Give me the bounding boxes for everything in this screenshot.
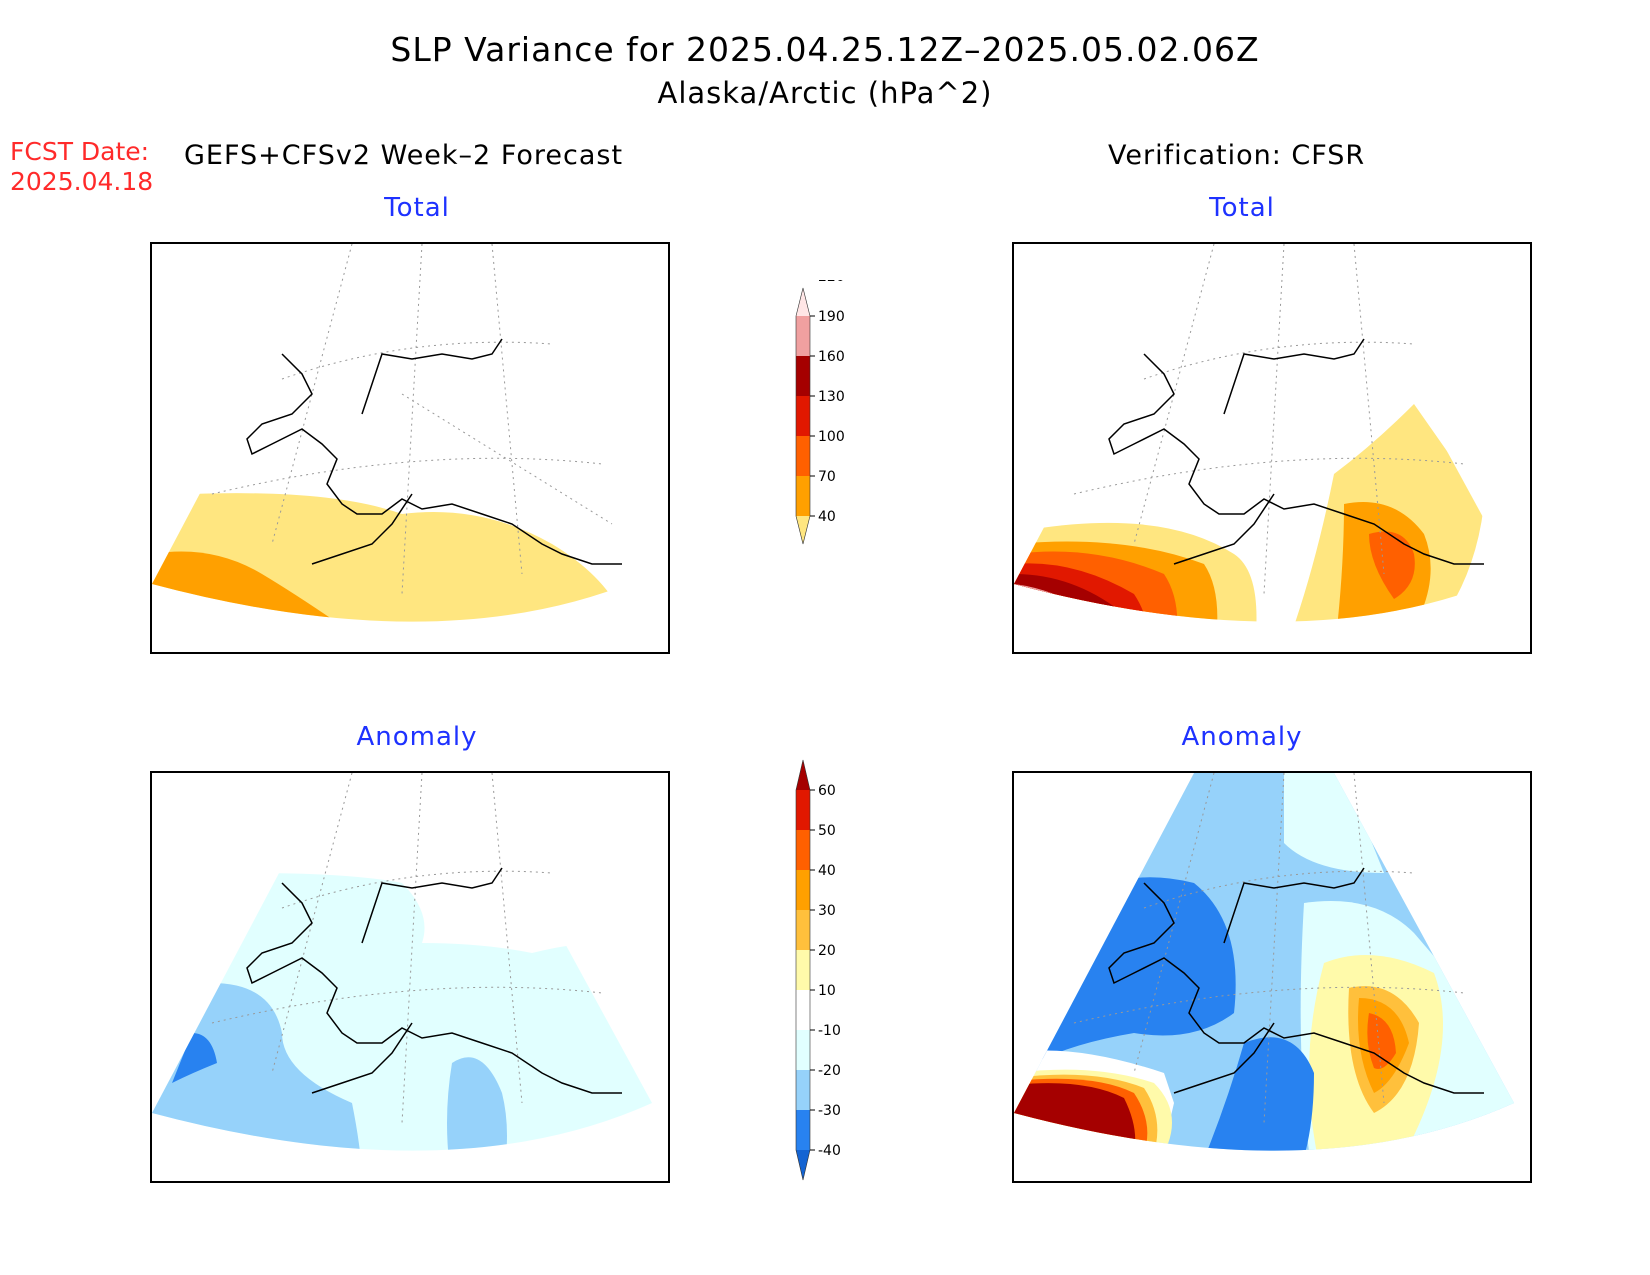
- shade-100-130-east: [1369, 531, 1415, 599]
- verification-total-title: Total: [1209, 193, 1275, 223]
- total-colorbar-swatch: [796, 476, 810, 516]
- forecast-column-header: GEFS+CFSv2 Week–2 Forecast: [184, 140, 624, 171]
- anomaly-colorbar-swatch: [796, 830, 810, 870]
- total-colorbar-swatch: [796, 356, 810, 396]
- verification-anomaly-map: [1012, 771, 1532, 1183]
- shade-40-50: [1367, 1013, 1396, 1069]
- total-colorbar-tick-label: 70: [818, 469, 836, 485]
- chart-title: SLP Variance for 2025.04.25.12Z–2025.05.…: [390, 30, 1260, 69]
- forecast-date-label: FCST Date:: [10, 137, 150, 166]
- anomaly-colorbar-tick-label: 40: [818, 863, 836, 879]
- forecast-total-map: [150, 242, 670, 654]
- total-colorbar-svg: 40 70 100 130 160 190 220: [795, 269, 845, 545]
- anomaly-colorbar-tick-label: 20: [818, 943, 836, 959]
- anomaly-colorbar-swatch: [796, 1110, 810, 1150]
- anomaly-colorbar-swatch: [796, 910, 810, 950]
- anomaly-colorbar-swatch: [796, 950, 810, 990]
- total-colorbar-tick-label: 160: [818, 349, 845, 365]
- anomaly-colorbar-swatch: [796, 790, 810, 830]
- verification-column-header: Verification: CFSR: [1108, 140, 1366, 171]
- anomaly-colorbar-swatch: [796, 1070, 810, 1110]
- forecast-total-title: Total: [384, 193, 450, 223]
- forecast-anomaly-map: [150, 771, 670, 1183]
- forecast-anomaly-map-svg: [152, 773, 652, 1151]
- anomaly-colorbar-tick-label: 60: [818, 783, 836, 799]
- anomaly-colorbar-swatch-low: [796, 1150, 810, 1180]
- coastline: [246, 338, 622, 565]
- total-colorbar-swatch-high: [796, 288, 810, 316]
- anomaly-colorbar-swatch: [796, 990, 810, 1030]
- anomaly-colorbar-tick-label: -10: [818, 1023, 841, 1039]
- total-colorbar-swatch: [796, 316, 810, 356]
- forecast-date-value: 2025.04.18: [10, 167, 154, 196]
- forecast-total-map-svg: [152, 244, 622, 622]
- anomaly-colorbar-swatch: [796, 1030, 810, 1070]
- anomaly-colorbar-tick-label: 30: [818, 903, 836, 919]
- shade-70-100: [152, 551, 382, 622]
- total-colorbar-swatch: [796, 436, 810, 476]
- verification-anomaly-title: Anomaly: [1181, 722, 1303, 752]
- forecast-anomaly-title: Anomaly: [356, 722, 478, 752]
- shade-neg30-neg40-south: [1194, 1037, 1314, 1151]
- shade-neg20-neg30-east: [447, 1057, 507, 1151]
- total-colorbar-tick-label: 130: [818, 389, 845, 405]
- anomaly-colorbar-swatch: [796, 870, 810, 910]
- total-colorbar-tick-label: 100: [818, 429, 845, 445]
- total-colorbar-tick-label: 220: [818, 280, 845, 285]
- total-colorbar-tick-label: 190: [818, 309, 845, 325]
- verification-total-map-svg: [1014, 244, 1484, 622]
- verification-total-map: [1012, 242, 1532, 654]
- anomaly-colorbar-tick-label: -20: [818, 1063, 841, 1079]
- shade-220-plus-west: [1014, 594, 1084, 622]
- coastline: [1108, 867, 1484, 1094]
- anomaly-colorbar: -40 -30 -20 -10 10 20 30 40 50 60: [790, 750, 880, 1210]
- total-colorbar: 40 70 100 130 160 190 220: [790, 269, 880, 610]
- anomaly-colorbar-tick-label: 50: [818, 823, 836, 839]
- anomaly-colorbar-tick-label: -40: [818, 1143, 841, 1159]
- total-colorbar-swatch-low: [796, 516, 810, 544]
- chart-subtitle: Alaska/Arctic (hPa^2): [657, 76, 993, 110]
- anomaly-colorbar-svg: -40 -30 -20 -10 10 20 30 40 50 60: [795, 759, 841, 1181]
- coastline: [1108, 338, 1484, 565]
- total-colorbar-swatch: [796, 396, 810, 436]
- shade-neg10-neg20-north: [1284, 773, 1384, 873]
- anomaly-colorbar-swatch-high: [796, 760, 810, 790]
- verification-anomaly-map-svg: [1014, 773, 1514, 1151]
- shade-neg30-neg40: [172, 1033, 217, 1083]
- anomaly-colorbar-tick-label: -30: [818, 1103, 841, 1119]
- total-colorbar-tick-label: 40: [818, 509, 836, 525]
- anomaly-colorbar-tick-label: 10: [818, 983, 836, 999]
- coastline: [246, 867, 622, 1094]
